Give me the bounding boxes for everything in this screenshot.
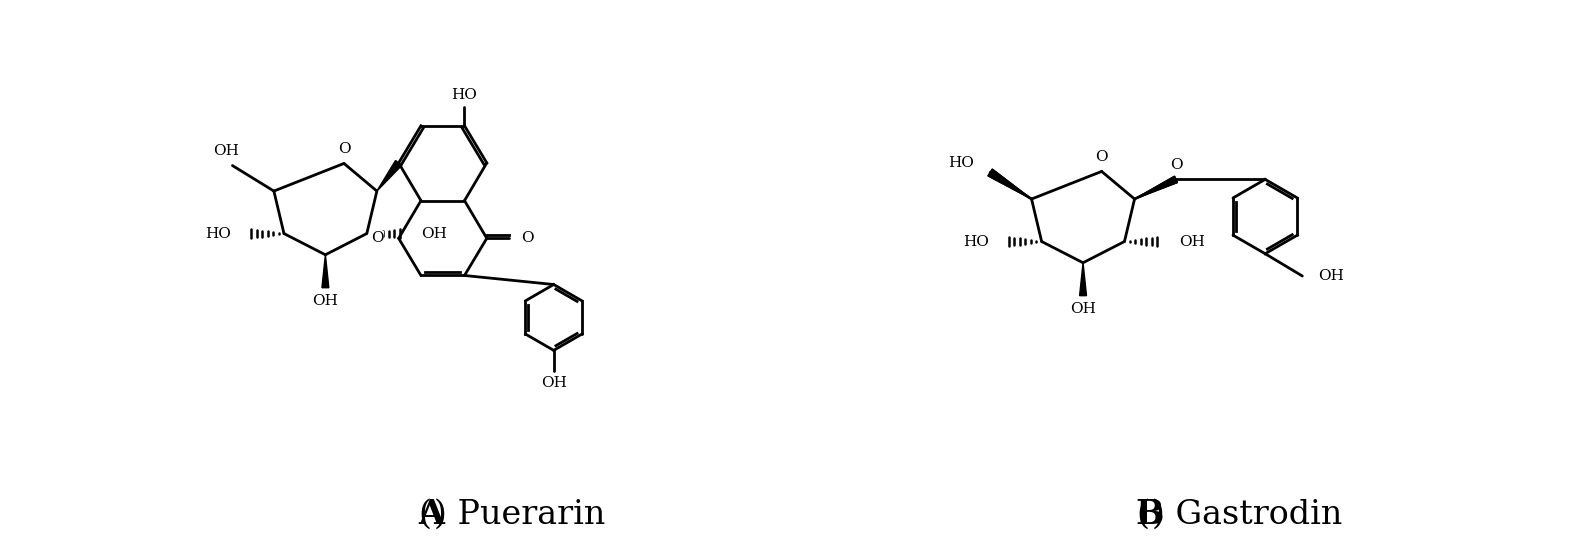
- Text: HO: HO: [949, 156, 974, 170]
- Text: ) Puerarin: ) Puerarin: [435, 499, 606, 531]
- Polygon shape: [1135, 176, 1178, 199]
- Text: A: A: [419, 498, 444, 531]
- Text: OH: OH: [1070, 302, 1096, 316]
- Text: (: (: [419, 499, 432, 531]
- Polygon shape: [376, 160, 402, 191]
- Text: B: B: [1135, 498, 1164, 531]
- Text: O: O: [338, 141, 351, 156]
- Text: HO: HO: [452, 88, 477, 102]
- Text: OH: OH: [541, 376, 566, 390]
- Text: O: O: [1096, 150, 1108, 164]
- Text: HO: HO: [206, 227, 231, 240]
- Polygon shape: [988, 169, 1031, 199]
- Polygon shape: [1080, 263, 1086, 296]
- Polygon shape: [323, 255, 329, 288]
- Text: O: O: [520, 231, 533, 245]
- Text: OH: OH: [1178, 234, 1205, 248]
- Polygon shape: [988, 169, 1031, 199]
- Text: OH: OH: [1319, 269, 1344, 283]
- Text: ) Gastrodin: ) Gastrodin: [1153, 499, 1342, 531]
- Text: HO: HO: [963, 234, 988, 248]
- Text: O: O: [372, 231, 384, 245]
- Text: OH: OH: [421, 227, 447, 240]
- Text: O: O: [1170, 158, 1183, 172]
- Text: OH: OH: [213, 144, 239, 158]
- Text: (: (: [1137, 499, 1149, 531]
- Text: OH: OH: [313, 294, 338, 308]
- Polygon shape: [1135, 176, 1178, 199]
